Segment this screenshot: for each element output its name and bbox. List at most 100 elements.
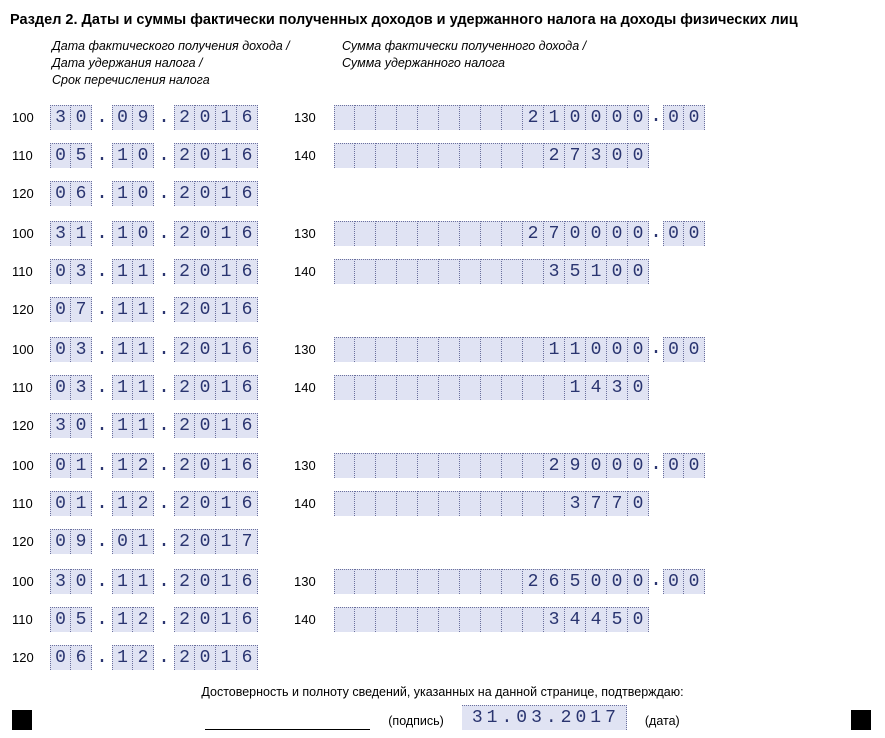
form-cell[interactable]: 1 (216, 569, 237, 594)
date-field[interactable]: 05.12.2016 (50, 607, 258, 632)
form-cell[interactable]: 0 (663, 453, 684, 478)
form-cell[interactable]: 3 (50, 105, 71, 130)
form-cell[interactable] (502, 491, 523, 516)
form-cell[interactable]: 6 (237, 143, 258, 168)
form-cell[interactable] (439, 105, 460, 130)
form-cell[interactable]: 2 (174, 375, 195, 400)
form-cell[interactable]: 4 (565, 607, 586, 632)
form-cell[interactable] (502, 453, 523, 478)
form-cell[interactable] (376, 337, 397, 362)
date-field[interactable]: 30.09.2016 (50, 105, 258, 130)
form-cell[interactable] (397, 337, 418, 362)
form-cell[interactable]: 1 (112, 569, 133, 594)
form-cell[interactable]: 6 (237, 453, 258, 478)
form-cell[interactable] (418, 607, 439, 632)
form-cell[interactable] (481, 375, 502, 400)
form-cell[interactable]: 3 (71, 259, 92, 284)
form-cell[interactable] (523, 143, 544, 168)
form-cell[interactable]: 0 (195, 105, 216, 130)
form-cell[interactable]: 0 (50, 453, 71, 478)
form-cell[interactable] (355, 569, 376, 594)
form-cell[interactable] (376, 143, 397, 168)
form-cell[interactable] (418, 569, 439, 594)
form-cell[interactable]: 2 (174, 645, 195, 670)
form-cell[interactable]: 1 (133, 259, 154, 284)
form-cell[interactable] (418, 143, 439, 168)
form-cell[interactable]: 1 (112, 259, 133, 284)
date-field[interactable]: 03.11.2016 (50, 259, 258, 284)
form-cell[interactable]: 2 (133, 491, 154, 516)
form-cell[interactable] (334, 259, 355, 284)
form-cell[interactable]: 0 (195, 143, 216, 168)
form-cell[interactable]: 1 (133, 297, 154, 322)
form-cell[interactable] (460, 259, 481, 284)
form-cell[interactable]: 1 (216, 105, 237, 130)
form-cell[interactable]: 1 (216, 297, 237, 322)
form-cell[interactable] (460, 569, 481, 594)
form-cell[interactable]: 2 (174, 413, 195, 438)
form-cell[interactable] (355, 259, 376, 284)
form-cell[interactable]: 6 (237, 607, 258, 632)
form-cell[interactable]: 2 (544, 453, 565, 478)
form-cell[interactable]: 0 (195, 337, 216, 362)
form-cell[interactable]: 0 (133, 181, 154, 206)
form-cell[interactable] (460, 337, 481, 362)
form-cell[interactable] (376, 105, 397, 130)
form-cell[interactable]: 0 (50, 491, 71, 516)
form-cell[interactable]: 7 (607, 491, 628, 516)
form-cell[interactable]: 6 (544, 569, 565, 594)
form-cell[interactable]: 0 (50, 143, 71, 168)
form-cell[interactable]: 0 (684, 105, 705, 130)
form-cell[interactable]: 1 (112, 453, 133, 478)
form-cell[interactable] (502, 259, 523, 284)
form-cell[interactable] (355, 105, 376, 130)
form-cell[interactable]: 3 (71, 337, 92, 362)
form-cell[interactable]: 0 (195, 491, 216, 516)
form-cell[interactable] (502, 569, 523, 594)
form-cell[interactable]: 2 (174, 297, 195, 322)
form-cell[interactable] (355, 607, 376, 632)
form-cell[interactable] (481, 337, 502, 362)
form-cell[interactable] (523, 491, 544, 516)
form-cell[interactable]: 6 (71, 645, 92, 670)
form-cell[interactable] (481, 491, 502, 516)
form-cell[interactable]: 1 (216, 221, 237, 246)
form-cell[interactable]: 2 (174, 453, 195, 478)
form-cell[interactable] (334, 337, 355, 362)
form-cell[interactable] (376, 491, 397, 516)
form-cell[interactable]: 0 (607, 221, 628, 246)
form-cell[interactable] (334, 491, 355, 516)
form-cell[interactable]: 7 (71, 297, 92, 322)
form-cell[interactable]: 2 (174, 569, 195, 594)
form-cell[interactable]: 0 (50, 181, 71, 206)
form-cell[interactable]: 6 (237, 491, 258, 516)
tax-amount-field[interactable]: 34450 (334, 607, 649, 632)
form-cell[interactable]: 0 (195, 607, 216, 632)
form-cell[interactable]: 0 (628, 607, 649, 632)
form-cell[interactable]: 0 (663, 337, 684, 362)
form-cell[interactable]: 6 (237, 259, 258, 284)
form-cell[interactable]: 0 (195, 259, 216, 284)
form-cell[interactable]: 3 (544, 607, 565, 632)
form-cell[interactable]: 1 (216, 181, 237, 206)
tax-amount-field[interactable]: 35100 (334, 259, 649, 284)
form-cell[interactable]: 1 (71, 491, 92, 516)
form-cell[interactable]: 0 (195, 645, 216, 670)
form-cell[interactable]: 0 (684, 453, 705, 478)
form-cell[interactable] (502, 221, 523, 246)
form-cell[interactable]: 7 (586, 491, 607, 516)
form-cell[interactable]: 1 (133, 337, 154, 362)
form-cell[interactable] (502, 375, 523, 400)
form-cell[interactable]: 0 (607, 453, 628, 478)
form-cell[interactable] (397, 375, 418, 400)
form-cell[interactable]: 0 (195, 529, 216, 554)
tax-amount-field[interactable]: 27300 (334, 143, 649, 168)
form-cell[interactable]: 2 (544, 143, 565, 168)
form-cell[interactable] (334, 143, 355, 168)
form-cell[interactable]: 2 (174, 337, 195, 362)
form-cell[interactable]: 0 (50, 607, 71, 632)
form-cell[interactable]: 5 (565, 569, 586, 594)
form-cell[interactable]: 5 (71, 143, 92, 168)
date-field[interactable]: 07.11.2016 (50, 297, 258, 322)
form-cell[interactable] (439, 143, 460, 168)
